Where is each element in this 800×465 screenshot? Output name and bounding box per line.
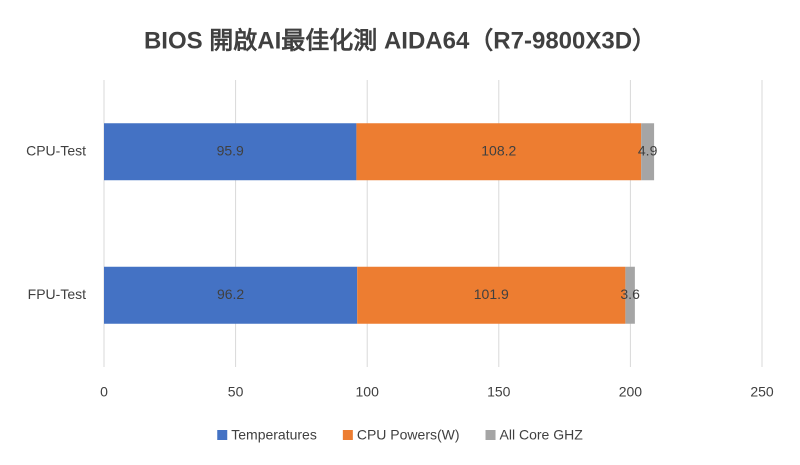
bar-segment	[625, 266, 635, 324]
legend-swatch	[485, 430, 496, 440]
y-tick-label: CPU-Test	[26, 142, 86, 158]
y-tick-label: FPU-Test	[28, 286, 86, 302]
x-tick-label: 250	[750, 384, 774, 400]
data-label: 96.2	[217, 286, 244, 302]
x-tick-label: 200	[619, 384, 643, 400]
bar-segment	[104, 266, 358, 324]
legend-label: CPU Powers(W)	[357, 427, 460, 443]
legend-label: All Core GHZ	[500, 427, 584, 443]
x-tick-label: 0	[100, 384, 108, 400]
x-tick-label: 50	[228, 384, 244, 400]
data-label: 4.9	[638, 142, 658, 158]
data-label: 101.9	[474, 286, 509, 302]
data-label: 108.2	[481, 142, 516, 158]
data-label: 95.9	[217, 142, 244, 158]
legend-label: Temperatures	[231, 427, 317, 443]
legend-swatch	[217, 430, 228, 440]
chart-title: BIOS 開啟AI最佳化測 AIDA64（R7-9800X3D）	[144, 26, 656, 54]
x-tick-label: 100	[356, 384, 380, 400]
legend-swatch	[342, 430, 353, 440]
bar-segment	[104, 123, 357, 181]
data-label: 3.6	[620, 286, 640, 302]
bar-segment	[641, 123, 655, 181]
x-tick-label: 150	[487, 384, 511, 400]
bar-segment	[357, 266, 626, 324]
bar-segment	[356, 123, 642, 181]
